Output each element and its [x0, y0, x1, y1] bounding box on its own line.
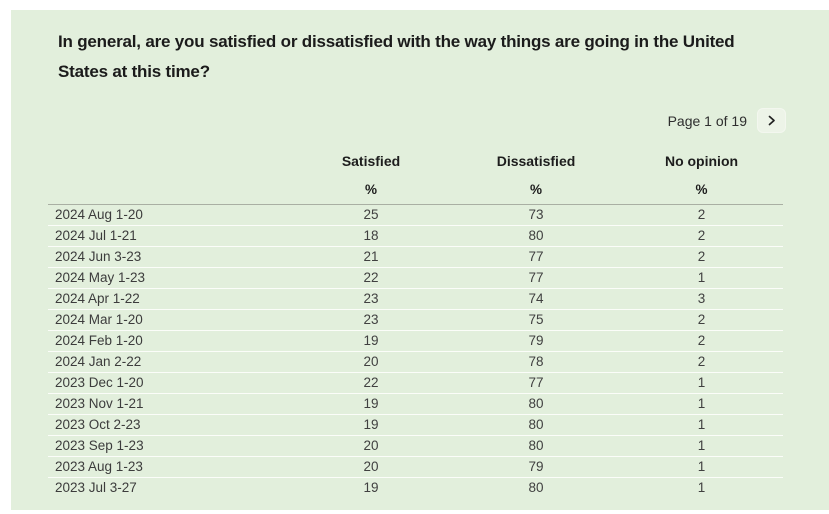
column-header-dissatisfied: Dissatisfied: [496, 152, 576, 169]
cell-dissatisfied: 77: [452, 371, 620, 393]
row-date: 2024 May 1-23: [48, 266, 290, 288]
cell-dissatisfied: 77: [452, 266, 620, 288]
table-row: 2024 May 1-23 22 77 1: [48, 266, 783, 288]
table-unit-row: % % %: [48, 175, 783, 204]
table-row: 2023 Jul 3-27 19 80 1: [48, 476, 783, 498]
cell-no-opinion: 1: [620, 371, 783, 393]
cell-no-opinion: 2: [620, 308, 783, 330]
cell-satisfied: 19: [290, 329, 452, 351]
cell-satisfied: 19: [290, 392, 452, 414]
cell-no-opinion: 1: [620, 266, 783, 288]
cell-satisfied: 21: [290, 245, 452, 267]
cell-no-opinion: 2: [620, 203, 783, 225]
column-header-date-spacer: [48, 146, 290, 175]
cell-dissatisfied: 80: [452, 413, 620, 435]
row-date: 2024 Feb 1-20: [48, 329, 290, 351]
row-date: 2024 Jul 1-21: [48, 224, 290, 246]
cell-satisfied: 20: [290, 350, 452, 372]
cell-satisfied: 18: [290, 224, 452, 246]
cell-no-opinion: 1: [620, 476, 783, 498]
unit-no-opinion: %: [695, 181, 708, 197]
cell-dissatisfied: 75: [452, 308, 620, 330]
table-row: 2023 Sep 1-23 20 80 1: [48, 434, 783, 456]
table-row: 2024 Feb 1-20 19 79 2: [48, 329, 783, 351]
cell-satisfied: 22: [290, 266, 452, 288]
column-header-satisfied: Satisfied: [341, 152, 401, 169]
pagination: Page 1 of 19: [668, 108, 786, 133]
cell-dissatisfied: 79: [452, 329, 620, 351]
unit-spacer: [48, 175, 290, 204]
cell-satisfied: 23: [290, 287, 452, 309]
row-date: 2024 Jun 3-23: [48, 245, 290, 267]
cell-satisfied: 19: [290, 413, 452, 435]
column-header-no-opinion: No opinion: [664, 152, 739, 169]
cell-satisfied: 19: [290, 476, 452, 498]
cell-satisfied: 20: [290, 455, 452, 477]
table-header-row: Satisfied Dissatisfied No opinion: [48, 146, 783, 175]
cell-no-opinion: 2: [620, 224, 783, 246]
cell-dissatisfied: 77: [452, 245, 620, 267]
table-row: 2024 Apr 1-22 23 74 3: [48, 287, 783, 309]
cell-dissatisfied: 80: [452, 224, 620, 246]
table-row: 2023 Nov 1-21 19 80 1: [48, 392, 783, 414]
cell-dissatisfied: 73: [452, 203, 620, 225]
cell-satisfied: 23: [290, 308, 452, 330]
pagination-label: Page 1 of 19: [667, 112, 747, 129]
row-date: 2023 Oct 2-23: [48, 413, 290, 435]
cell-no-opinion: 2: [620, 245, 783, 267]
cell-dissatisfied: 74: [452, 287, 620, 309]
table-row: 2024 Jul 1-21 18 80 2: [48, 224, 783, 246]
cell-dissatisfied: 79: [452, 455, 620, 477]
table-row: 2023 Dec 1-20 22 77 1: [48, 371, 783, 393]
cell-no-opinion: 3: [620, 287, 783, 309]
cell-dissatisfied: 78: [452, 350, 620, 372]
cell-no-opinion: 1: [620, 413, 783, 435]
results-table-body: 2024 Aug 1-20 25 73 2 2024 Jul 1-21 18 80 2 2024…: [48, 203, 783, 498]
row-date: 2023 Aug 1-23: [48, 455, 290, 477]
cell-dissatisfied: 80: [452, 476, 620, 498]
row-date: 2024 Jan 2-22: [48, 350, 290, 372]
row-date: 2023 Nov 1-21: [48, 392, 290, 414]
cell-no-opinion: 2: [620, 350, 783, 372]
cell-no-opinion: 1: [620, 392, 783, 414]
cell-satisfied: 20: [290, 434, 452, 456]
cell-no-opinion: 2: [620, 329, 783, 351]
next-page-button[interactable]: [757, 108, 786, 133]
table-row: 2024 Aug 1-20 25 73 2: [48, 203, 783, 225]
table-row: 2023 Oct 2-23 19 80 1: [48, 413, 783, 435]
table-row: 2023 Aug 1-23 20 79 1: [48, 455, 783, 477]
unit-dissatisfied: %: [529, 181, 542, 197]
poll-panel: In general, are you satisfied or dissati…: [11, 10, 829, 510]
row-date: 2023 Jul 3-27: [48, 476, 290, 498]
cell-satisfied: 22: [290, 371, 452, 393]
table-row: 2024 Jun 3-23 21 77 2: [48, 245, 783, 267]
question-title: In general, are you satisfied or dissati…: [58, 32, 735, 81]
cell-dissatisfied: 80: [452, 392, 620, 414]
row-date: 2024 Apr 1-22: [48, 287, 290, 309]
row-date: 2024 Mar 1-20: [48, 308, 290, 330]
table-row: 2024 Jan 2-22 20 78 2: [48, 350, 783, 372]
cell-dissatisfied: 80: [452, 434, 620, 456]
cell-no-opinion: 1: [620, 455, 783, 477]
cell-satisfied: 25: [290, 203, 452, 225]
cell-no-opinion: 1: [620, 434, 783, 456]
row-date: 2023 Sep 1-23: [48, 434, 290, 456]
table-row: 2024 Mar 1-20 23 75 2: [48, 308, 783, 330]
chevron-right-icon: [768, 115, 775, 126]
row-date: 2023 Dec 1-20: [48, 371, 290, 393]
unit-satisfied: %: [364, 181, 377, 197]
results-table: Satisfied Dissatisfied No opinion % % % …: [48, 146, 783, 498]
row-date: 2024 Aug 1-20: [48, 203, 290, 225]
